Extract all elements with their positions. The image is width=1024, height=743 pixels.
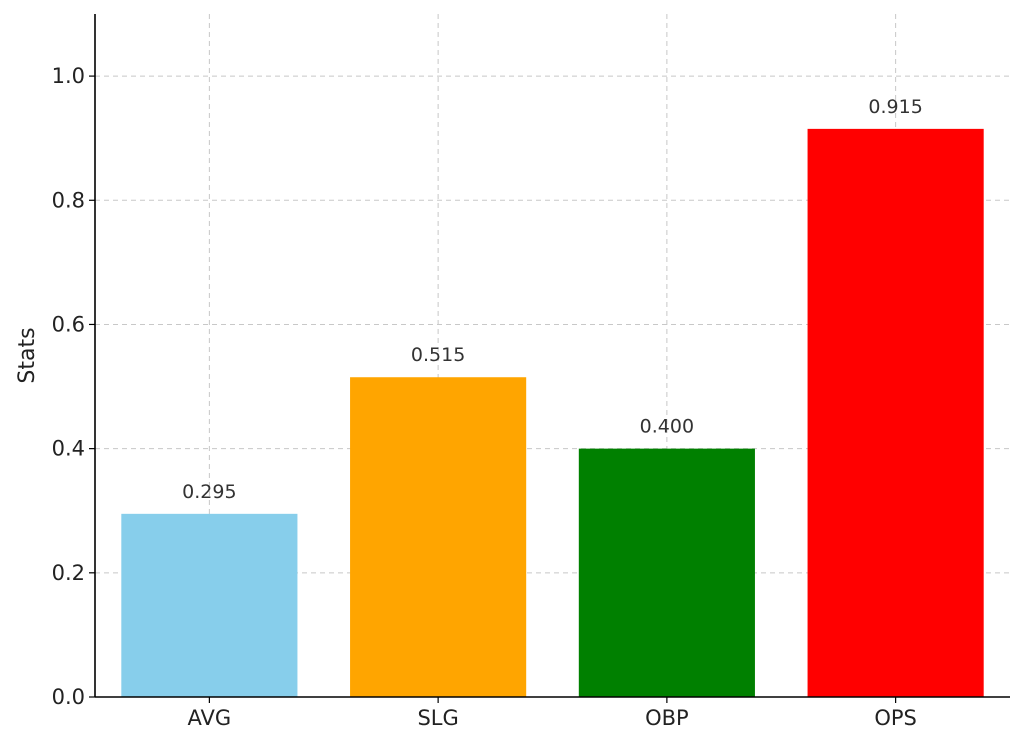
data-label-ops: 0.915 bbox=[868, 96, 922, 118]
data-label-avg: 0.295 bbox=[182, 481, 236, 503]
x-tick-label-slg: SLG bbox=[417, 706, 458, 730]
y-tick-label: 0.6 bbox=[52, 312, 85, 336]
data-label-slg: 0.515 bbox=[411, 344, 465, 366]
x-tick-labels: AVG SLG OBP OPS bbox=[188, 697, 917, 730]
x-tick-label-ops: OPS bbox=[874, 706, 917, 730]
y-axis-title: Stats bbox=[15, 327, 40, 383]
bar-ops bbox=[807, 128, 984, 698]
data-labels: 0.295 0.515 0.400 0.915 bbox=[182, 96, 923, 503]
y-tick-label: 0.2 bbox=[52, 561, 85, 585]
data-label-obp: 0.400 bbox=[640, 416, 694, 438]
x-tick-label-avg: AVG bbox=[188, 706, 232, 730]
x-tick-label-obp: OBP bbox=[645, 706, 689, 730]
bar-avg bbox=[121, 513, 298, 697]
y-tick-label: 0.4 bbox=[52, 437, 85, 461]
bars bbox=[121, 128, 984, 698]
axes bbox=[94, 14, 1010, 698]
y-tick-labels: 0.0 0.2 0.4 0.6 0.8 1.0 bbox=[52, 64, 95, 709]
y-tick-label: 0.8 bbox=[52, 188, 85, 212]
y-tick-label: 1.0 bbox=[52, 64, 85, 88]
y-tick-label: 0.0 bbox=[52, 685, 85, 709]
bar-obp bbox=[578, 448, 755, 697]
bar-slg bbox=[350, 377, 527, 697]
